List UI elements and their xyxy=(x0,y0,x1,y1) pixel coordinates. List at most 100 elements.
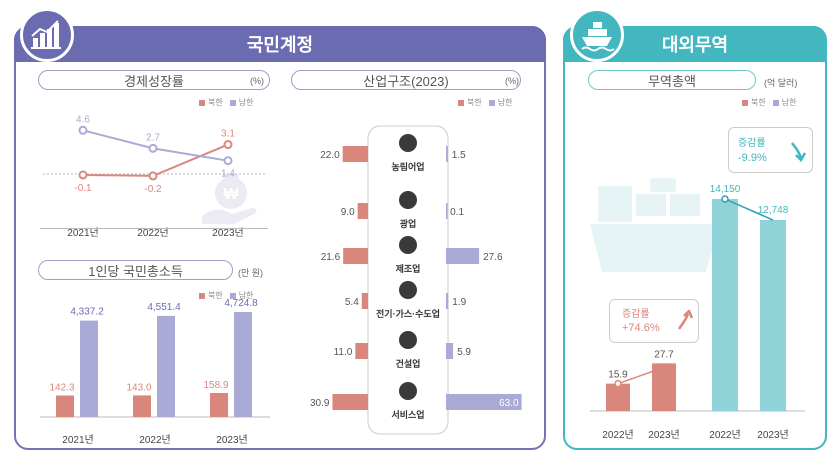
industry-bar-south xyxy=(446,394,522,410)
industry-label-north: 9.0 xyxy=(341,207,355,218)
industry-bar-north xyxy=(357,203,368,219)
south-change-callout: 증감률 -9.9% xyxy=(728,127,813,173)
national-accounts-panel xyxy=(14,26,546,450)
industry-bar-south xyxy=(446,293,449,309)
industry-icon xyxy=(399,134,417,152)
legend-north: 북한 xyxy=(467,98,482,107)
growth-value-label: -0.1 xyxy=(74,183,92,194)
national-accounts-header: 국민계정 xyxy=(14,26,546,62)
money-bag-icon: ₩ xyxy=(202,174,257,224)
trade-point-south xyxy=(721,195,729,203)
industry-center-box xyxy=(367,125,449,435)
industry-category-label: 서비스업 xyxy=(391,409,424,420)
growth-point xyxy=(78,170,88,180)
growth-point xyxy=(148,171,158,181)
gni-legend: 북한 남한 xyxy=(199,290,253,301)
growth-x-tick: 2022년 xyxy=(137,227,168,238)
industry-bar-north xyxy=(361,293,368,309)
industry-label-south: 27.6 xyxy=(483,252,503,263)
gni-bar-south xyxy=(80,320,98,417)
trade-label-south: 12,748 xyxy=(758,205,789,216)
growth-value-label: -0.2 xyxy=(144,184,162,195)
legend-south: 남한 xyxy=(497,98,513,107)
trade-bar-north xyxy=(652,363,676,411)
trade-trend-north xyxy=(617,366,665,385)
growth-title: 경제성장률 xyxy=(124,73,184,89)
gni-label-south: 4,337.2 xyxy=(70,307,104,318)
industry-category-label: 제조업 xyxy=(396,263,421,274)
industry-bar-south xyxy=(446,146,448,162)
growth-legend: 북한 남한 xyxy=(199,97,253,108)
trade-label-south: 14,150 xyxy=(710,184,741,195)
industry-title: 산업구조(2023) xyxy=(363,73,449,89)
ship-icon xyxy=(570,8,624,62)
industry-label-south: 63.0 xyxy=(499,398,519,409)
industry-bar-north xyxy=(342,146,368,162)
gni-label-north: 142.3 xyxy=(49,383,74,394)
gni-x-tick: 2023년 xyxy=(216,434,247,446)
trade-bar-chart: 15.9 2022년 27.7 2023년 14,150 2022년 12,748 2023년 xyxy=(590,184,805,441)
south-change-value: -9.9% xyxy=(738,152,767,164)
industry-label-north: 5.4 xyxy=(345,297,359,308)
growth-x-tick: 2021년 xyxy=(67,227,98,238)
industry-label-north: 30.9 xyxy=(310,398,330,409)
growth-value-label: 3.1 xyxy=(221,129,235,140)
bar-chart-icon xyxy=(20,8,74,62)
gni-bar-north xyxy=(56,395,74,417)
trade-x-tick: 2023년 xyxy=(757,429,788,441)
gni-label-north: 143.0 xyxy=(126,382,151,393)
gni-x-tick: 2022년 xyxy=(139,434,170,446)
legend-north: 북한 xyxy=(208,291,223,300)
arrow-up-icon xyxy=(677,310,694,330)
growth-line-chart: -0.1 -0.2 3.1 4.6 2.7 1.4 2021년 2022년 2023년 xyxy=(43,114,265,238)
industry-icon xyxy=(399,191,417,209)
trade-x-tick: 2023년 xyxy=(648,429,679,441)
trade-bar-north xyxy=(606,383,630,411)
industry-category-label: 광업 xyxy=(400,218,417,229)
industry-bar-south xyxy=(446,203,448,219)
gni-label-south: 4,551.4 xyxy=(147,302,181,313)
industry-category-label: 전기·가스·수도업 xyxy=(376,308,440,319)
trade-x-tick: 2022년 xyxy=(709,429,740,441)
arrow-down-icon xyxy=(791,142,807,162)
legend-south: 남한 xyxy=(238,98,254,107)
industry-legend: 북한 남한 xyxy=(458,97,512,108)
growth-x-tick: 2023년 xyxy=(212,227,243,238)
svg-text:₩: ₩ xyxy=(223,186,239,203)
industry-bar-north xyxy=(332,394,368,410)
growth-unit: (%) xyxy=(250,76,264,86)
industry-title-pill: 산업구조(2023) xyxy=(291,70,521,90)
growth-value-label: 1.4 xyxy=(221,169,235,180)
trade-legend: 북한 남한 xyxy=(742,97,796,108)
industry-unit: (%) xyxy=(505,76,519,86)
industry-label-south: 0.1 xyxy=(450,207,464,218)
north-change-title: 증감률 xyxy=(622,309,650,320)
legend-south: 남한 xyxy=(781,98,797,107)
legend-north: 북한 xyxy=(751,98,766,107)
growth-point xyxy=(223,140,233,150)
gni-bar-chart: 142.3 4,337.2 2021년 143.0 4,551.4 2022년 158.9 4… xyxy=(40,298,270,446)
trade-label-north: 15.9 xyxy=(608,370,628,381)
industry-label-north: 22.0 xyxy=(320,150,340,161)
gni-title: 1인당 국민총소득 xyxy=(88,263,183,279)
gni-bar-south xyxy=(234,312,252,417)
gni-label-south: 4,724.8 xyxy=(224,298,258,309)
gni-unit: (만 원) xyxy=(238,268,264,278)
trade-bar-south xyxy=(760,220,786,411)
industry-category-label: 건설업 xyxy=(396,358,421,369)
foreign-trade-title: 대외무역 xyxy=(661,35,729,55)
industry-label-south: 1.9 xyxy=(452,297,466,308)
industry-bar-south xyxy=(446,248,480,264)
industry-icon xyxy=(399,331,417,349)
industry-bar-chart: 22.0 1.5 농림어업 9.0 0.1 광업 21.6 27.6 제조업 5.4 1.9 전기·가… xyxy=(310,125,522,435)
trade-title: 무역총액 xyxy=(648,73,696,89)
gni-bar-north xyxy=(210,393,228,417)
gni-title-pill: 1인당 국민총소득 xyxy=(38,260,233,280)
trade-unit: (억 달러) xyxy=(764,78,798,88)
trade-point-north xyxy=(614,379,622,388)
industry-bar-north xyxy=(355,343,368,359)
industry-bar-north xyxy=(343,248,368,264)
trade-title-pill: 무역총액 xyxy=(588,70,756,90)
growth-axis-line xyxy=(40,228,268,229)
industry-label-south: 5.9 xyxy=(457,347,471,358)
